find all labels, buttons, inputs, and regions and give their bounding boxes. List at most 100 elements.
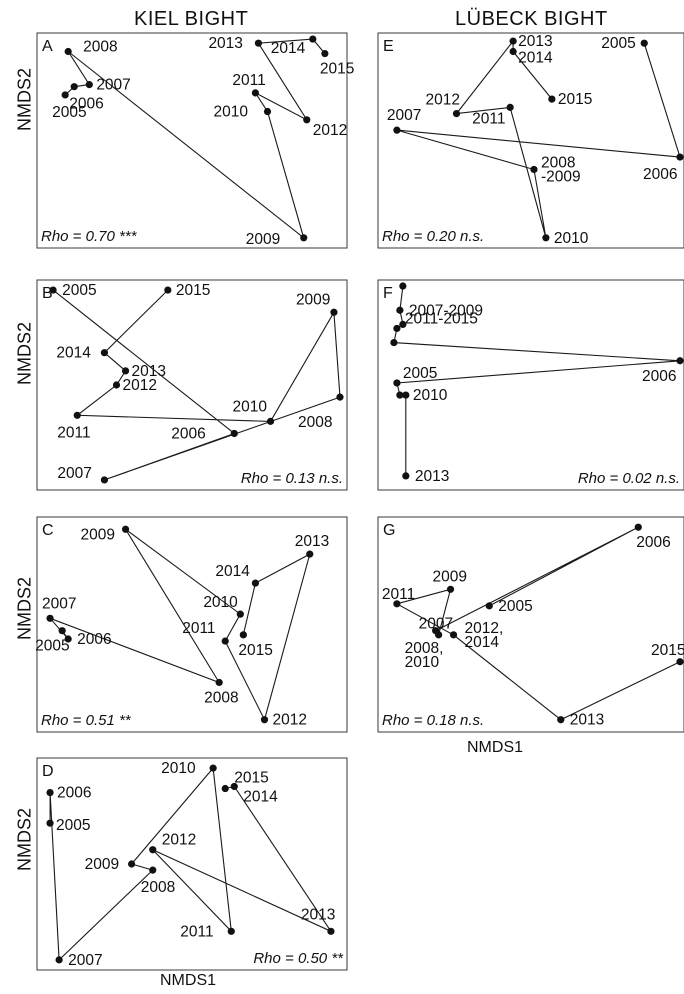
point-c-2010 <box>236 610 244 618</box>
point-label-d-2009: 2009 <box>85 856 119 873</box>
point-label-e-2007: 2007 <box>387 107 421 124</box>
point-label-g-2009: 2009 <box>433 568 467 585</box>
point-label-d-2007: 2007 <box>68 952 102 969</box>
point-b-2010 <box>266 417 275 425</box>
point-e-2015 <box>548 95 556 103</box>
panel-frame-b <box>36 279 348 491</box>
point-label-d-2008: 2008 <box>141 879 175 896</box>
panel-letter-g: G <box>383 522 395 539</box>
point-label-c-2014: 2014 <box>215 563 250 580</box>
point-label-d-2015: 2015 <box>234 770 268 787</box>
point-a-2011 <box>251 89 260 97</box>
panel-letter-a: A <box>42 38 53 55</box>
point-label-a-2006: 2006 <box>69 96 103 113</box>
point-label-a-2015: 2015 <box>320 61 354 78</box>
point-d-2009 <box>128 860 136 868</box>
point-b-2006 <box>230 429 238 438</box>
point-f-2006 <box>676 357 684 365</box>
point-d-2007 <box>55 956 63 964</box>
point-label-b-2014: 2014 <box>56 345 91 362</box>
point-label-a-2014: 2014 <box>271 40 306 57</box>
point-f-2011-2015 <box>399 320 407 328</box>
point-label-f-2010: 2010 <box>413 387 448 404</box>
point-f-2010 <box>402 391 410 399</box>
point-label-a-2005: 2005 <box>52 104 86 121</box>
point-label-f-2013: 2013 <box>415 468 449 485</box>
point-b-2007 <box>100 476 109 484</box>
point-c-2013 <box>306 550 314 558</box>
point-a-2010 <box>263 107 272 116</box>
point-e-2010 <box>542 234 550 242</box>
panel-frame-e <box>377 32 684 249</box>
rho-stat-g: Rho = 0.18 n.s. <box>382 712 484 729</box>
point-d-2008 <box>149 866 157 874</box>
point-a-2007 <box>85 81 93 89</box>
point-a-2014 <box>309 35 317 43</box>
point-label-e-2014: 2014 <box>518 49 553 66</box>
point-e-2014 <box>509 47 517 56</box>
x-axis-label-left: NMDS1 <box>160 972 217 989</box>
point-b-2015 <box>164 286 172 294</box>
point-label-e-2008-2009: 2008 -2009 <box>541 154 581 185</box>
point-label-g-2011: 2011 <box>382 586 415 603</box>
point-label-b-2009: 2009 <box>296 291 330 308</box>
point-d-2013 <box>327 927 335 935</box>
point-label-c-2013: 2013 <box>295 533 329 550</box>
point-label-c-2012: 2012 <box>272 712 306 729</box>
point-label-c-2006: 2006 <box>77 631 111 648</box>
point-label-e-2015: 2015 <box>558 91 592 108</box>
point-label-g-2006: 2006 <box>636 534 670 551</box>
point-a-2012 <box>303 116 311 124</box>
point-c-2006 <box>64 635 72 643</box>
rho-stat-b: Rho = 0.13 n.s. <box>241 470 343 487</box>
point-f-unlabeled-3 <box>393 324 401 333</box>
panel-c: 2005 2006 2007 2008 2009 2010 2011 2012 2013 2014… <box>35 516 348 733</box>
point-g-2005 <box>485 602 493 610</box>
point-label-f-2006: 2006 <box>642 368 676 385</box>
panel-letter-b: B <box>42 285 53 302</box>
point-label-d-2014: 2014 <box>243 788 278 805</box>
point-label-g-2005: 2005 <box>498 598 532 615</box>
point-d-2011 <box>227 927 235 935</box>
point-a-2013 <box>254 39 263 47</box>
point-e-2013 <box>509 37 517 45</box>
point-c-2009 <box>121 525 130 533</box>
rho-stat-a: Rho = 0.70 *** <box>41 228 138 245</box>
rho-stat-e: Rho = 0.20 n.s. <box>382 228 484 245</box>
point-d-2014 <box>230 782 238 791</box>
point-label-g-2015: 2015 <box>651 642 684 659</box>
point-label-a-2007: 2007 <box>96 77 130 94</box>
point-d-2010 <box>209 764 217 772</box>
point-label-d-2006: 2006 <box>57 785 91 802</box>
point-b-2005 <box>49 286 57 294</box>
point-label-c-2008: 2008 <box>204 689 238 706</box>
rho-stat-c: Rho = 0.51 ** <box>41 712 132 729</box>
point-a-2009 <box>300 234 308 242</box>
point-e-2012 <box>452 109 461 118</box>
point-label-e-2006: 2006 <box>643 166 677 183</box>
point-c-2012 <box>260 716 269 724</box>
point-label-a-2010: 2010 <box>214 104 249 121</box>
point-e-2011 <box>506 103 514 111</box>
point-label-a-2013: 2013 <box>208 35 242 52</box>
panel-d: 2005 2006 2007 2008 2009 2010 2011 2012 2013 2014… <box>36 757 348 971</box>
panel-letter-e: E <box>383 38 394 55</box>
panel-letter-c: C <box>42 522 54 539</box>
point-d-2015 <box>221 784 229 793</box>
point-e-2006 <box>676 153 684 161</box>
point-f-2007-2009 <box>396 306 404 314</box>
trajectory-line-e <box>396 39 681 238</box>
point-f-unlabeled-0 <box>399 282 407 290</box>
point-label-e-2012: 2012 <box>426 92 460 109</box>
point-label-g-2008-2010: 2008, 2010 <box>405 640 444 671</box>
point-label-f-2005: 2005 <box>403 365 437 382</box>
point-label-b-2013: 2013 <box>132 363 166 380</box>
point-a-2008 <box>64 47 72 56</box>
point-b-2011 <box>73 411 81 419</box>
point-label-c-2010: 2010 <box>203 594 238 611</box>
point-b-2008 <box>336 393 344 401</box>
